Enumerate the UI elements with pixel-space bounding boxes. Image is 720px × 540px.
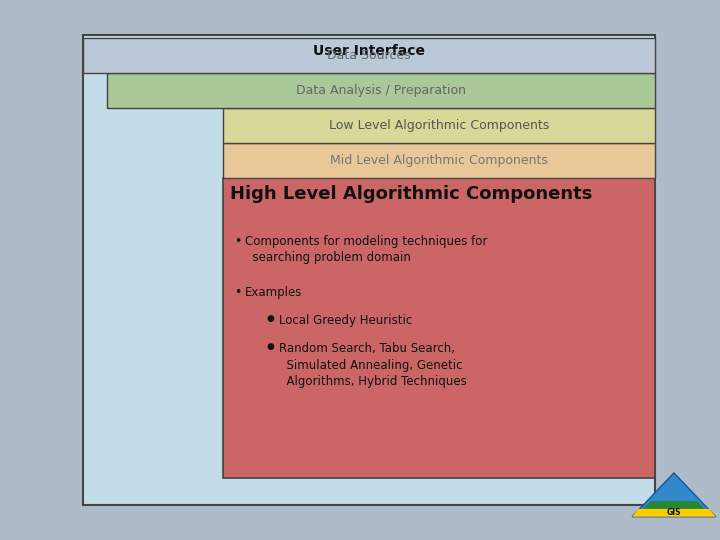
Polygon shape: [632, 509, 716, 517]
Text: Components for modeling techniques for
  searching problem domain: Components for modeling techniques for s…: [245, 235, 487, 265]
Text: Mid Level Algorithmic Components: Mid Level Algorithmic Components: [330, 154, 548, 167]
Text: Local Greedy Heuristic: Local Greedy Heuristic: [279, 314, 413, 327]
FancyBboxPatch shape: [83, 35, 655, 505]
Text: •: •: [234, 235, 241, 248]
Text: ●: ●: [266, 342, 274, 352]
Text: User Interface: User Interface: [313, 44, 425, 58]
FancyBboxPatch shape: [223, 143, 655, 178]
Text: GIS: GIS: [667, 509, 681, 517]
Polygon shape: [643, 501, 706, 509]
Text: Data Analysis / Preparation: Data Analysis / Preparation: [296, 84, 466, 97]
Text: •: •: [234, 286, 241, 299]
Text: Examples: Examples: [245, 286, 302, 299]
Text: Data Sources: Data Sources: [327, 49, 411, 62]
FancyBboxPatch shape: [107, 73, 655, 108]
Text: ●: ●: [266, 314, 274, 323]
FancyBboxPatch shape: [83, 38, 655, 73]
Text: Low Level Algorithmic Components: Low Level Algorithmic Components: [329, 119, 549, 132]
FancyBboxPatch shape: [223, 178, 655, 478]
Text: High Level Algorithmic Components: High Level Algorithmic Components: [230, 185, 593, 204]
Text: Random Search, Tabu Search,
  Simulated Annealing, Genetic
  Algorithms, Hybrid : Random Search, Tabu Search, Simulated An…: [279, 342, 467, 388]
FancyBboxPatch shape: [223, 108, 655, 143]
Polygon shape: [632, 473, 716, 517]
